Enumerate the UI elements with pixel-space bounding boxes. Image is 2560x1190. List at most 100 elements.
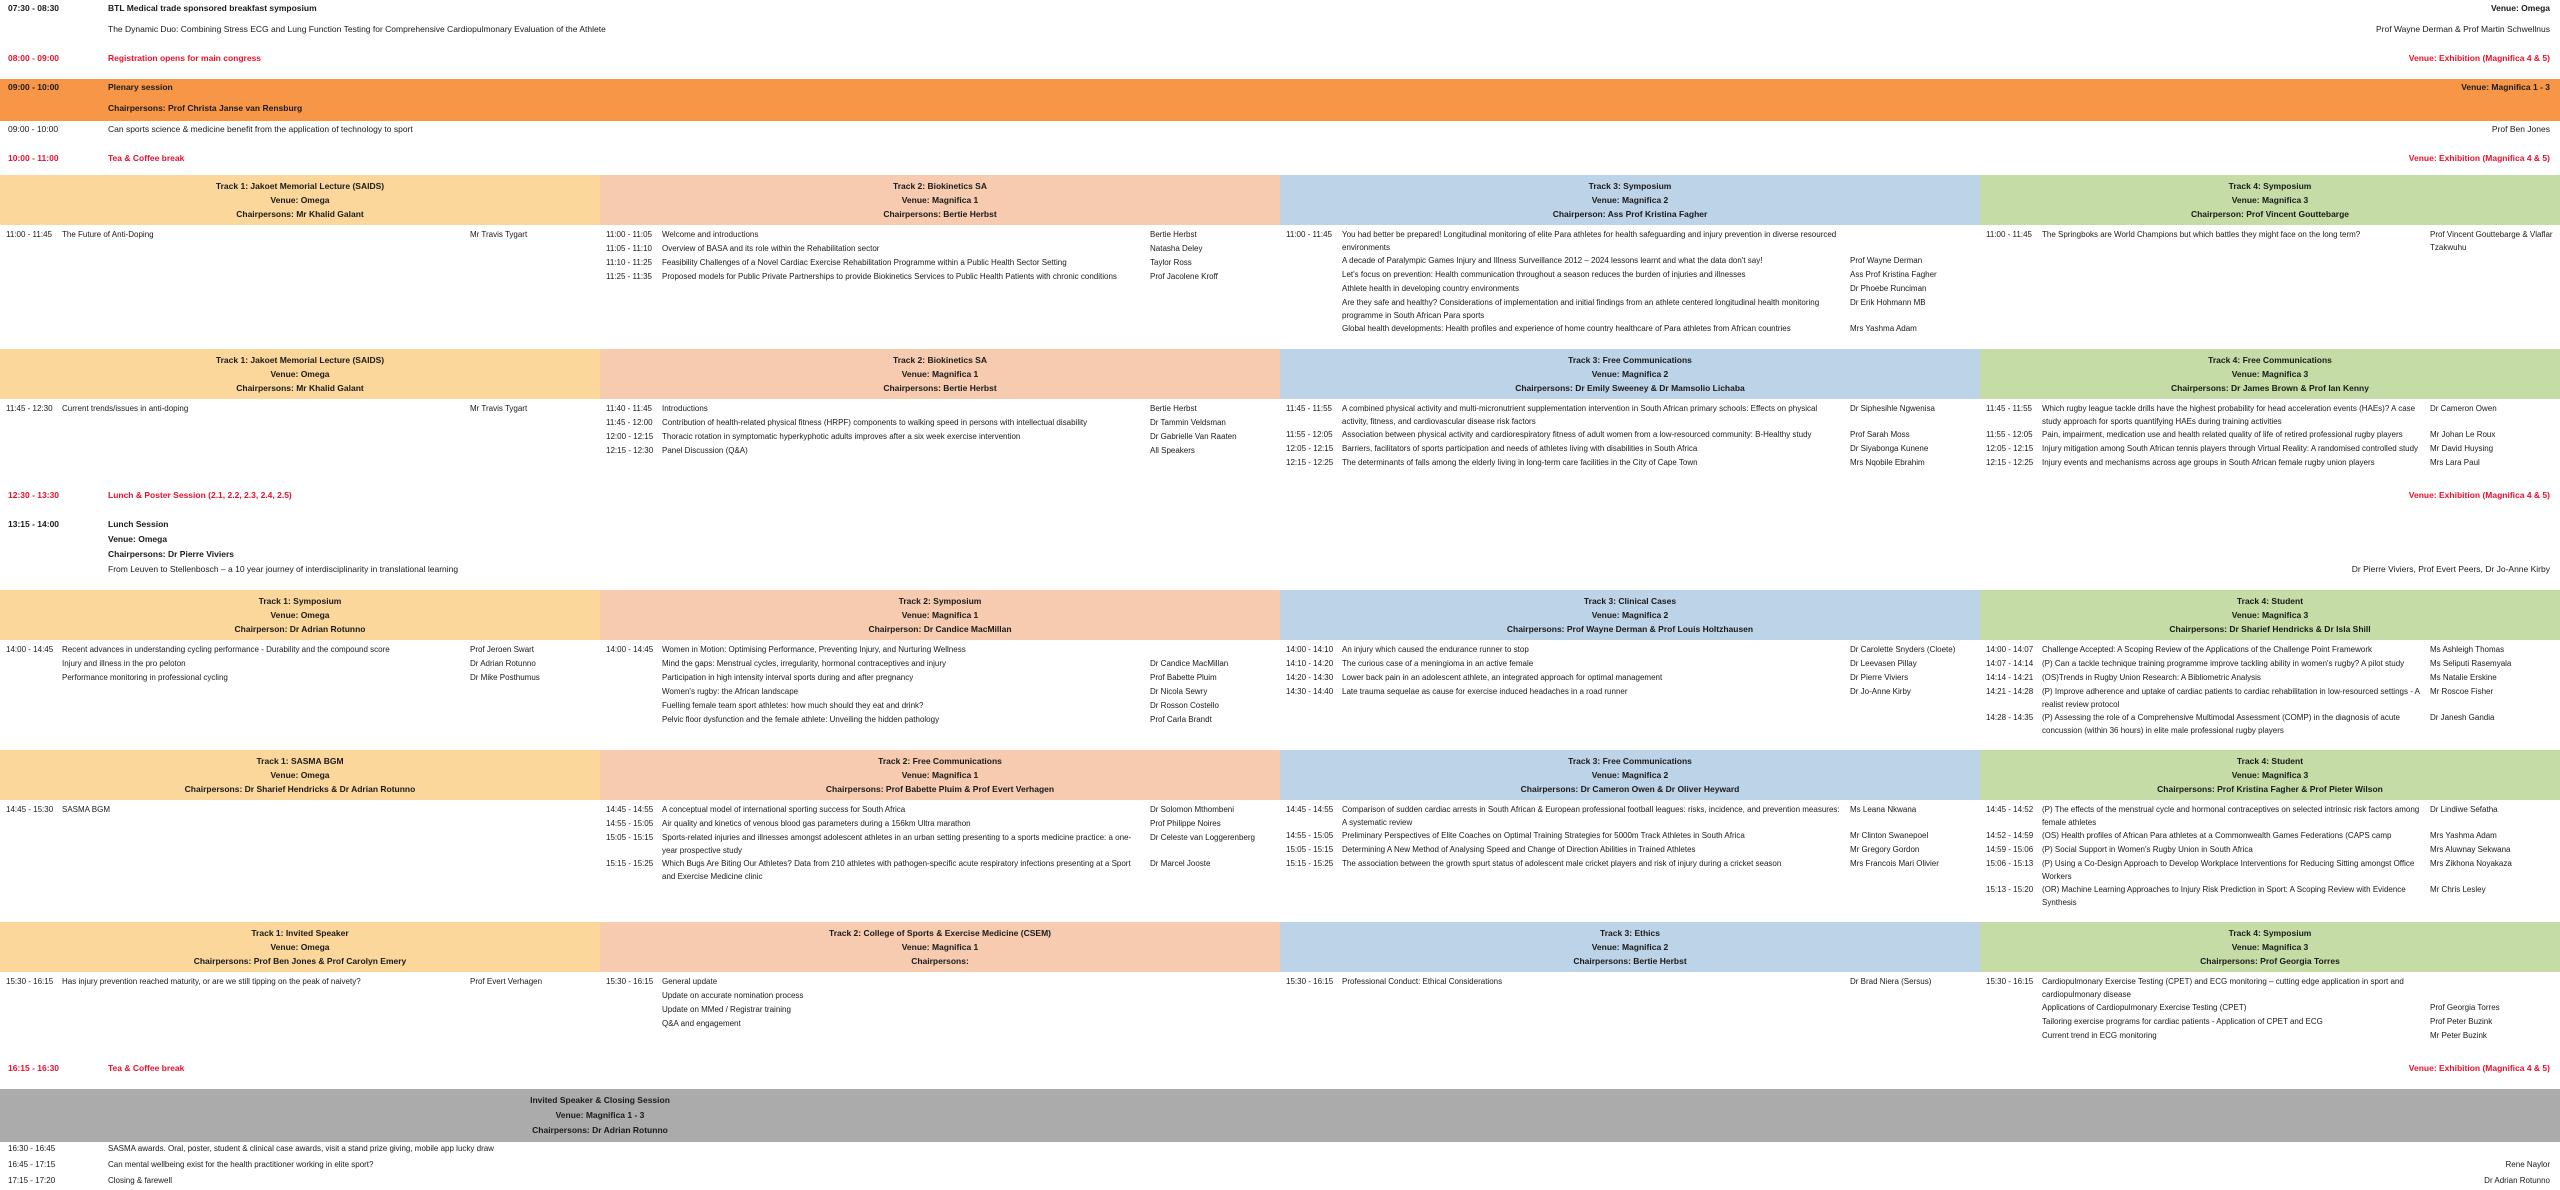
session-item: 15:05 - 15:15 Determining A New Method of…	[1280, 843, 1980, 857]
session-item: Let's focus on prevention: Health commun…	[1280, 268, 1980, 282]
session-item-time: 15:06 - 15:13	[1986, 859, 2034, 868]
session-item-time: 12:15 - 12:25	[1986, 458, 2034, 467]
tea-morning-venue: Venue: Exhibition (Magnifica 4 & 5)	[2408, 152, 2550, 163]
session-item-time: 14:28 - 14:35	[1986, 713, 2034, 722]
session-item-title: Current trends/issues in anti-doping	[62, 404, 189, 413]
session-item-speaker: Bertie Herbst	[1150, 230, 1197, 239]
session-item-title: (P) Assessing the role of a Comprehensiv…	[2042, 713, 2400, 735]
session-item-title: Proposed models for Public Private Partn…	[662, 272, 1117, 281]
session-item-time: 14:45 - 14:55	[1286, 805, 1334, 814]
session-c-track1-items: 14:00 - 14:45 Recent advances in understa…	[0, 640, 600, 740]
plenary-talk-speaker: Prof Ben Jones	[2491, 123, 2550, 134]
session-item-title: The curious case of a meningioma in an a…	[1342, 659, 1534, 668]
session-item: 11:00 - 11:45 You had better be prepared!…	[1280, 228, 1980, 254]
lunch-session-venue: Venue: Omega	[108, 533, 168, 544]
track-venue: Venue: Magnifica 3	[2231, 195, 2309, 205]
lunch-session-block: 13:15 - 14:00 Lunch Session Venue: Omega…	[0, 516, 2560, 576]
session-item-speaker: Dr Nicola Sewry	[1150, 687, 1208, 696]
session-item: 14:14 - 14:21 (OS)Trends in Rugby Union R…	[1980, 671, 2560, 685]
session-item-speaker: Prof Jeroen Swart	[470, 645, 535, 654]
session-item: 11:00 - 11:45 The Future of Anti-Doping Mr…	[0, 228, 600, 242]
session-b-track2-header: Track 2: Biokinetics SA Venue: Magnifica…	[600, 349, 1280, 399]
session-item-title: Comparison of sudden cardiac arrests in …	[1342, 805, 1840, 827]
breakfast-venue: Venue: Omega	[2490, 2, 2550, 13]
session-item-time: 15:30 - 16:15	[606, 977, 654, 986]
session-item-time: 14:45 - 14:55	[606, 805, 654, 814]
session-item-title: Participation in high intensity interval…	[662, 673, 914, 682]
session-item-title: Closing & farewell	[108, 1176, 173, 1185]
track-name: Track 2: Symposium	[898, 596, 982, 606]
session-item-speaker: Dr Gabrielle Van Raaten	[1150, 432, 1237, 441]
session-item-speaker: Mrs Zikhona Noyakaza	[2430, 859, 2512, 868]
closing-venue: Venue: Magnifica 1 - 3	[555, 1110, 645, 1120]
session-item-title: Women's rugby: the African landscape	[662, 687, 799, 696]
track-name: Track 3: Ethics	[1599, 928, 1660, 938]
track-name: Track 1: SASMA BGM	[256, 756, 344, 766]
session-item-time: 15:05 - 15:15	[1286, 845, 1334, 854]
session-item-time: 15:15 - 15:25	[1286, 859, 1334, 868]
track-name: Track 1: Jakoet Memorial Lecture (SAIDS)	[215, 181, 385, 191]
session-item: 12:15 - 12:30 Panel Discussion (Q&A) All S…	[600, 444, 1280, 458]
track-name: Track 4: Free Communications	[2208, 355, 2332, 365]
session-item: 15:30 - 16:15 Has injury prevention reach…	[0, 975, 600, 989]
track-venue: Venue: Omega	[270, 195, 330, 205]
session-item-speaker: Dr Adrian Rotunno	[470, 659, 536, 668]
session-e-track3-header: Track 3: Ethics Venue: Magnifica 2 Chair…	[1280, 922, 1980, 972]
session-item: Performance monitoring in professional c…	[0, 671, 600, 685]
session-item-title: Welcome and introductions	[662, 230, 759, 239]
track-venue: Venue: Magnifica 2	[1591, 610, 1669, 620]
session-item-title: Athlete health in developing country env…	[1342, 284, 1519, 293]
session-item-time: 12:00 - 12:15	[606, 432, 654, 441]
session-item-title: Let's focus on prevention: Health commun…	[1342, 270, 1746, 279]
plenary-chair: Chairpersons: Prof Christa Janse van Ren…	[108, 102, 303, 113]
session-item-speaker: Dr Lindiwe Sefatha	[2430, 805, 2498, 814]
session-item-speaker: Prof Sarah Moss	[1850, 430, 1910, 439]
track-name: Track 2: Biokinetics SA	[892, 355, 987, 365]
session-item: 11:05 - 11:10 Overview of BASA and its ro…	[600, 242, 1280, 256]
breakfast-speaker: Prof Wayne Derman & Prof Martin Schwelln…	[2376, 23, 2550, 34]
session-item: 15:30 - 16:15 General update	[600, 975, 1280, 989]
session-item-title: Professional Conduct: Ethical Considerat…	[1342, 977, 1503, 986]
session-item: 14:07 - 14:14 (P) Can a tackle technique …	[1980, 657, 2560, 671]
session-item-title: Can mental wellbeing exist for the healt…	[108, 1160, 374, 1169]
session-item-title: Injury and illness in the pro peloton	[62, 659, 186, 668]
track-chair: Chairpersons: Dr Cameron Owen & Dr Olive…	[1520, 784, 1740, 794]
track-venue: Venue: Omega	[270, 369, 330, 379]
track-chair: Chairperson: Ass Prof Kristina Fagher	[1552, 209, 1708, 219]
session-item: 14:45 - 14:55 A conceptual model of inter…	[600, 803, 1280, 817]
session-d-track-headers: Track 1: SASMA BGM Venue: Omega Chairper…	[0, 750, 2560, 800]
session-c-track2-items: 14:00 - 14:45 Women in Motion: Optimising…	[600, 640, 1280, 740]
session-item-speaker: Dr Mike Posthumus	[470, 673, 540, 682]
session-item-title: Preliminary Perspectives of Elite Coache…	[1342, 831, 1745, 840]
track-name: Track 1: Symposium	[258, 596, 342, 606]
session-item-title: Women in Motion: Optimising Performance,…	[662, 645, 966, 654]
session-item-speaker: Dr Marcel Jooste	[1150, 859, 1211, 868]
track-name: Track 4: Symposium	[2228, 928, 2312, 938]
track-venue: Venue: Omega	[270, 942, 330, 952]
session-item-speaker: Dr Brad Niera (Sersus)	[1850, 977, 1932, 986]
session-a-track2-items: 11:00 - 11:05 Welcome and introductions Be…	[600, 225, 1280, 339]
session-item: Athlete health in developing country env…	[1280, 282, 1980, 296]
session-d-track1-items: 14:45 - 15:30 SASMA BGM	[0, 800, 600, 912]
session-item-title: Q&A and engagement	[662, 1019, 741, 1028]
plenary-title: Plenary session	[108, 81, 173, 92]
lunch-poster-title: Lunch & Poster Session (2.1, 2.2, 2.3, 2…	[108, 489, 292, 500]
tea-afternoon-block: 16:15 - 16:30 Tea & Coffee break Venue: …	[0, 1060, 2560, 1075]
session-item-speaker: Prof Vincent Gouttebarge & Vlaflar Tzakw…	[2430, 230, 2553, 252]
session-a-body: 11:00 - 11:45 The Future of Anti-Doping Mr…	[0, 225, 2560, 339]
closing-name: Invited Speaker & Closing Session	[530, 1095, 670, 1105]
track-chair: Chairpersons: Prof Ben Jones & Prof Caro…	[193, 956, 407, 966]
breakfast-symposium-block: 07:30 - 08:30 BTL Medical trade sponsore…	[0, 0, 2560, 36]
lunch-session-time: 13:15 - 14:00	[8, 518, 60, 529]
session-item-title: The determinants of falls among the elde…	[1342, 458, 1698, 467]
track-chair: Chairpersons: Dr Emily Sweeney & Dr Mams…	[1515, 383, 1745, 393]
plenary-talk-row: 09:00 - 10:00 Can sports science & medic…	[0, 121, 2560, 136]
session-item-time: 11:45 - 11:55	[1286, 404, 1332, 413]
session-b-track3-header: Track 3: Free Communications Venue: Magn…	[1280, 349, 1980, 399]
session-b-track1-items: 11:45 - 12:30 Current trends/issues in an…	[0, 399, 600, 473]
tea-afternoon-venue: Venue: Exhibition (Magnifica 4 & 5)	[2408, 1062, 2550, 1073]
plenary-session-header: 09:00 - 10:00 Plenary session Venue: Mag…	[0, 79, 2560, 121]
track-chair: Chairpersons: Bertie Herbst	[883, 209, 997, 219]
session-item: 14:45 - 14:52 (P) The effects of the mens…	[1980, 803, 2560, 829]
track-name: Track 4: Student	[2236, 596, 2304, 606]
